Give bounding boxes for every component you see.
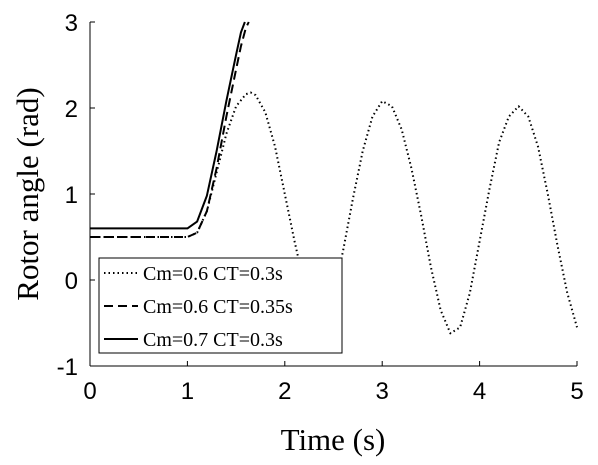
x-tick-label: 3 (376, 378, 389, 405)
series-layer (90, 21, 578, 335)
legend-box (98, 257, 343, 354)
y-axis-label: Rotor angle (rad) (10, 87, 45, 300)
y-tick-label: 3 (65, 10, 78, 37)
series-line-3 (90, 21, 246, 230)
x-tick-label: 1 (181, 378, 194, 405)
legend-entry-2: Cm=0.6 CT=0.35s (143, 296, 293, 318)
x-tick-label: 4 (473, 378, 486, 405)
x-tick-label: 2 (278, 378, 291, 405)
y-tick-label: -1 (57, 354, 78, 381)
y-tick-label: 1 (65, 182, 78, 209)
x-axis-label: Time (s) (281, 422, 386, 457)
legend-entry-3: Cm=0.7 CT=0.3s (143, 329, 283, 351)
x-tick-label: 0 (83, 378, 96, 405)
x-tick-label: 5 (570, 378, 583, 405)
legend: Cm=0.6 CT=0.3s Cm=0.6 CT=0.35s Cm=0.7 CT… (98, 257, 343, 354)
series-line-2 (90, 21, 250, 238)
legend-entry-1: Cm=0.6 CT=0.3s (143, 263, 283, 285)
y-tick-label: 2 (65, 96, 78, 123)
y-tick-label: 0 (65, 268, 78, 295)
